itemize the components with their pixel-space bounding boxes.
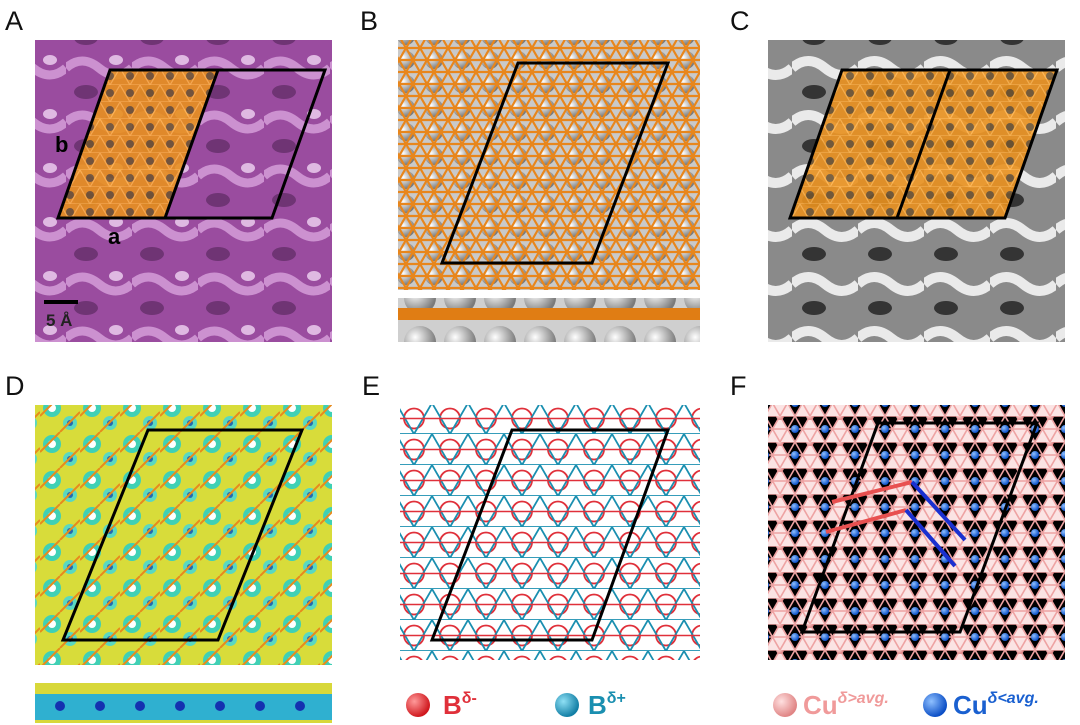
lattice-label: a [108,224,121,249]
panel-label: B [360,6,378,36]
bond-highlight [825,508,907,534]
legend-superscript: δ>avg. [838,690,889,707]
legend-marker [923,693,947,717]
unit-cell [787,68,1060,220]
bond-highlight [904,508,957,568]
legend-label: Cuδ>avg. [803,690,889,720]
charge-density-side [35,683,332,723]
legend-symbol: B [443,690,462,720]
lattice-label: b [55,132,68,157]
scale-bar-label: 5 Å [46,311,72,330]
legend-symbol: Cu [953,690,988,720]
panel-label: D [5,371,25,401]
legend-label: Bδ+ [588,690,626,720]
unit-cell [55,68,328,220]
legend-label: Cuδ<avg. [953,690,1039,720]
legend-superscript: δ+ [607,690,626,707]
model-side-view [398,298,700,342]
unit-cell [429,428,671,642]
legend-marker [406,693,430,717]
cell-divider [163,69,220,219]
charge-lattice [400,405,700,660]
legend-superscript: δ<avg. [988,690,1039,707]
legend-superscript: δ- [462,690,477,707]
unit-cell [799,421,1040,634]
bond-highlight [831,480,913,504]
unit-cell [439,61,671,265]
panel-label: F [730,371,747,401]
legend-marker [555,693,579,717]
charge-density-top [35,405,332,665]
legend-marker [773,693,797,717]
model-top-view [398,40,700,290]
cell-divider [895,69,952,219]
charge-lattice [768,405,1065,660]
panel-label: A [5,6,23,36]
unit-cell [60,428,305,642]
legend-symbol: B [588,690,607,720]
panel-label: E [362,371,380,401]
bond-highlight [910,480,967,542]
legend-symbol: Cu [803,690,838,720]
panel-label: C [730,6,750,36]
legend-label: Bδ- [443,690,477,720]
